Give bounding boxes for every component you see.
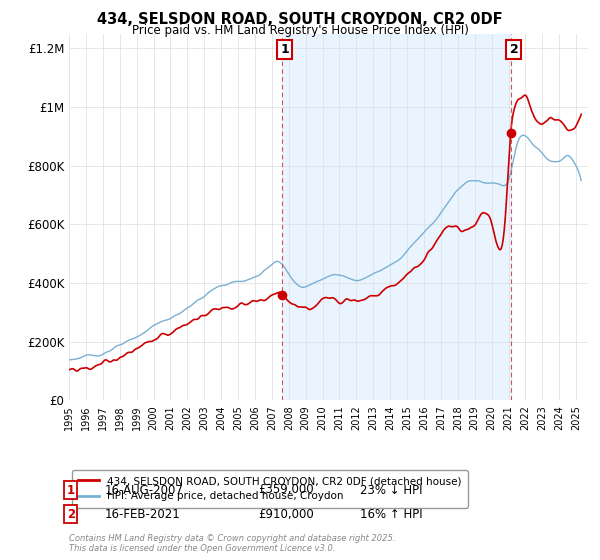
Text: £910,000: £910,000 [258, 507, 314, 521]
Text: 1: 1 [67, 483, 75, 497]
Text: 16-FEB-2021: 16-FEB-2021 [105, 507, 181, 521]
Text: 434, SELSDON ROAD, SOUTH CROYDON, CR2 0DF: 434, SELSDON ROAD, SOUTH CROYDON, CR2 0D… [97, 12, 503, 27]
Text: 2: 2 [509, 43, 518, 56]
Text: 16% ↑ HPI: 16% ↑ HPI [360, 507, 422, 521]
Text: Price paid vs. HM Land Registry's House Price Index (HPI): Price paid vs. HM Land Registry's House … [131, 24, 469, 37]
Legend: 434, SELSDON ROAD, SOUTH CROYDON, CR2 0DF (detached house), HPI: Average price, : 434, SELSDON ROAD, SOUTH CROYDON, CR2 0D… [71, 470, 468, 507]
Text: Contains HM Land Registry data © Crown copyright and database right 2025.
This d: Contains HM Land Registry data © Crown c… [69, 534, 395, 553]
Text: 23% ↓ HPI: 23% ↓ HPI [360, 483, 422, 497]
Bar [283, 34, 511, 400]
Text: £359,000: £359,000 [258, 483, 314, 497]
Text: 1: 1 [281, 43, 289, 56]
Text: 2: 2 [67, 507, 75, 521]
Text: 16-AUG-2007: 16-AUG-2007 [105, 483, 184, 497]
